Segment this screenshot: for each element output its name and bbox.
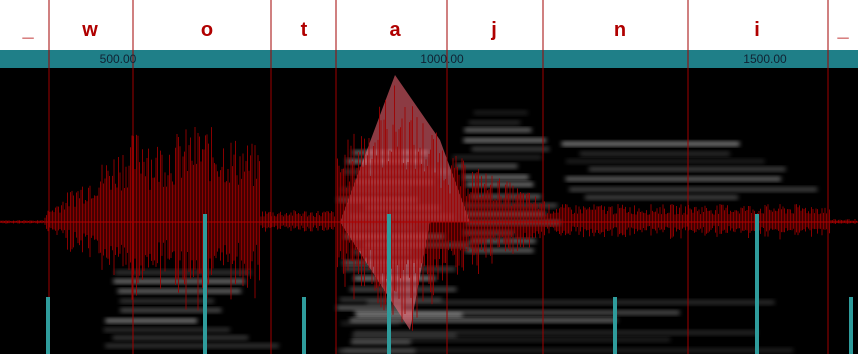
spectral-band xyxy=(588,167,786,172)
spectral-band xyxy=(463,175,529,180)
spectral-band xyxy=(464,128,532,133)
spectral-band xyxy=(455,164,518,169)
spectral-band xyxy=(463,138,547,143)
spectral-band xyxy=(561,141,740,146)
spectral-band xyxy=(341,321,401,326)
pitch-mark xyxy=(613,297,617,354)
pitch-mark xyxy=(387,214,391,354)
spectral-band xyxy=(452,155,542,160)
segment-label: j xyxy=(490,19,497,41)
segment-label: w xyxy=(81,19,98,41)
spectral-band xyxy=(103,327,230,332)
spectral-band xyxy=(336,305,403,310)
spectral-band xyxy=(113,279,246,284)
spectral-band xyxy=(565,176,782,181)
segment-boundaries xyxy=(48,0,829,354)
spectral-band xyxy=(469,239,536,244)
spectral-band xyxy=(112,335,249,340)
spectral-band xyxy=(343,348,794,353)
segment-label: a xyxy=(389,19,401,41)
spectral-band xyxy=(353,330,758,335)
segment-label: _ xyxy=(21,19,34,41)
waveform xyxy=(0,75,858,331)
spectral-band xyxy=(105,318,198,323)
pitch-mark xyxy=(302,297,306,354)
spectral-band xyxy=(350,340,411,345)
spectral-band xyxy=(584,195,739,200)
spectral-band xyxy=(468,120,521,125)
spectral-band xyxy=(120,308,222,313)
spectral-band xyxy=(352,337,671,342)
spectral-band xyxy=(569,187,818,192)
pitch-mark xyxy=(203,214,207,354)
spectral-band xyxy=(471,147,550,152)
spectral-band xyxy=(117,289,242,294)
pitch-mark xyxy=(755,214,759,354)
time-tick-label: 1000.00 xyxy=(420,52,464,66)
spectral-band xyxy=(566,159,765,164)
spectral-band xyxy=(465,248,534,253)
spectral-band xyxy=(119,298,214,303)
segment-label: i xyxy=(754,19,760,41)
waveform-trace xyxy=(0,85,857,331)
time-tick-labels: 500.00 1000.00 1500.00 xyxy=(100,52,787,66)
time-ruler xyxy=(0,50,858,68)
spectral-band xyxy=(352,333,457,338)
time-tick-label: 500.00 xyxy=(100,52,137,66)
pitch-marks xyxy=(46,214,853,354)
segment-label: o xyxy=(201,19,213,41)
spectral-band xyxy=(466,220,561,225)
spectral-band xyxy=(105,343,279,348)
segment-label: t xyxy=(301,19,308,41)
spectral-band xyxy=(349,318,618,323)
segment-label: _ xyxy=(836,19,849,41)
spectral-band xyxy=(354,310,680,315)
segment-label: n xyxy=(614,19,626,41)
pitch-mark xyxy=(46,297,50,354)
label-tier xyxy=(0,0,858,46)
time-tick-label: 1500.00 xyxy=(743,52,787,66)
pitch-mark xyxy=(849,297,853,354)
segment-labels: _ w o t a j n i _ xyxy=(21,19,849,41)
spectral-band xyxy=(579,151,730,156)
spectral-band xyxy=(473,110,528,115)
spectral-band xyxy=(366,300,775,305)
